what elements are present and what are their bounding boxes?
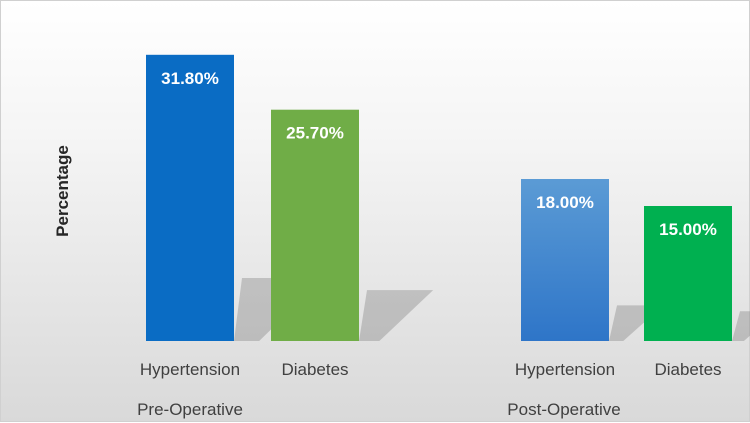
bar-pre-hypertension: [146, 54, 234, 342]
bar-shadow: [732, 311, 750, 341]
bar-pre-diabetes: [271, 109, 359, 341]
data-label: 25.70%: [286, 124, 344, 143]
category-tick-label: Hypertension: [515, 360, 615, 379]
data-label: 15.00%: [659, 220, 717, 239]
group-label: Post-Operative: [507, 400, 620, 419]
bars: [146, 54, 732, 342]
data-label: 31.80%: [161, 69, 219, 88]
bar-post-hypertension: [521, 179, 609, 341]
bar-shadow: [359, 290, 434, 341]
bar-post-diabetes: [644, 206, 732, 341]
category-tick-label: Hypertension: [140, 360, 240, 379]
category-tick-label: Diabetes: [281, 360, 348, 379]
category-tick-label: Diabetes: [654, 360, 721, 379]
labels: 31.80% Hypertension 25.70% Diabetes Pre-Oper…: [137, 69, 721, 419]
data-label: 18.00%: [536, 193, 594, 212]
group-label: Pre-Operative: [137, 400, 243, 419]
y-axis-label: Percentage: [53, 145, 72, 237]
